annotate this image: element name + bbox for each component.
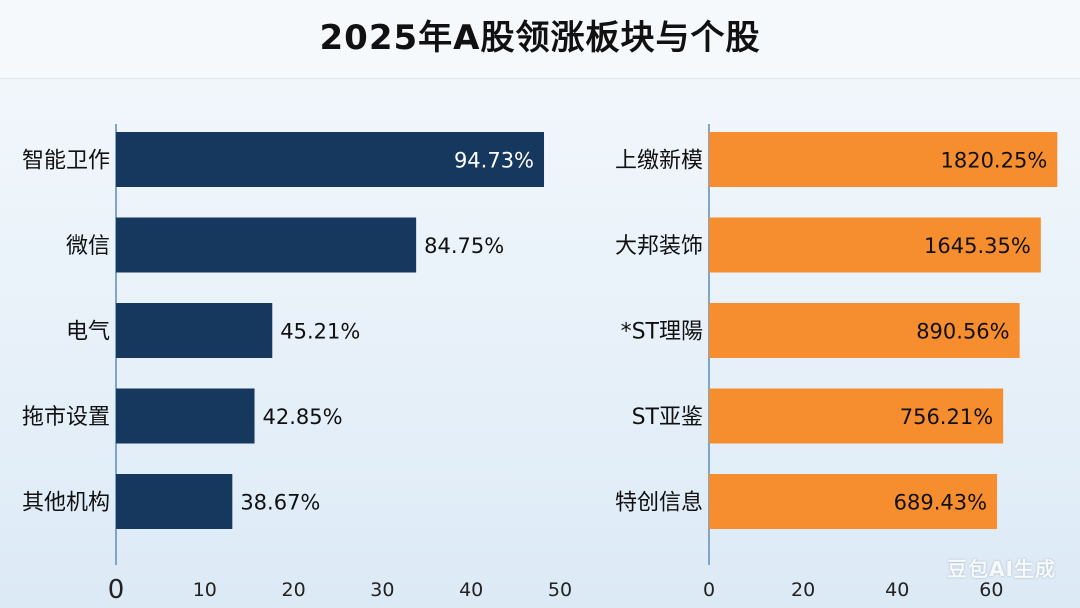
- tick-label: 20: [791, 579, 815, 601]
- watermark-text: 豆包AI生成: [947, 557, 1056, 581]
- category-label: ST亚鉴: [632, 405, 703, 430]
- category-label: 特创信息: [615, 491, 703, 516]
- title-band: [0, 0, 1080, 79]
- tick-label: 60: [979, 579, 1003, 601]
- category-label: 智能卫作: [22, 149, 110, 174]
- data-label: 1820.25%: [940, 149, 1047, 173]
- bar: [116, 388, 255, 444]
- data-label: 84.75%: [424, 234, 504, 258]
- category-label: 电气: [66, 320, 110, 345]
- origin-label: 0: [108, 575, 125, 605]
- category-label: 大邦装饰: [615, 234, 703, 259]
- bar: [116, 132, 545, 187]
- category-label: *ST理陽: [621, 320, 703, 345]
- tick-label: 10: [193, 579, 217, 601]
- data-label: 94.73%: [454, 149, 534, 173]
- category-label: 其他机构: [22, 491, 110, 516]
- data-label: 689.43%: [894, 491, 987, 515]
- tick-label: 50: [548, 579, 572, 601]
- data-label: 890.56%: [916, 320, 1009, 344]
- bar: [709, 132, 1058, 187]
- bar: [709, 474, 998, 529]
- bar: [709, 217, 1041, 273]
- chart-title: 2025年A股领涨板块与个股: [319, 18, 761, 58]
- bar: [709, 303, 1020, 358]
- category-label: 微信: [66, 234, 110, 259]
- bar: [116, 217, 417, 273]
- tick-label: 30: [370, 579, 394, 601]
- tick-label: 40: [459, 579, 483, 601]
- data-label: 1645.35%: [924, 234, 1031, 258]
- bar: [116, 474, 233, 529]
- left-bar-chart: 智能卫作 94.73% 微信 84.75% 电气 45.21% 拖市设置 42.85% 其他机构…: [22, 124, 572, 605]
- tick-label: 20: [282, 579, 306, 601]
- data-label: 42.85%: [263, 405, 343, 429]
- right-bar-chart: 上缴新模 1820.25% 大邦装饰 1645.35% *ST理陽 890.56% ST亚鉴…: [615, 124, 1058, 601]
- data-label: 38.67%: [240, 491, 320, 515]
- bar: [709, 388, 1004, 444]
- tick-label: 0: [703, 579, 715, 601]
- data-label: 756.21%: [900, 405, 993, 429]
- data-label: 45.21%: [280, 320, 360, 344]
- category-label: 上缴新模: [615, 149, 703, 174]
- bar: [116, 303, 273, 358]
- category-label: 拖市设置: [22, 405, 110, 430]
- tick-label: 40: [885, 579, 909, 601]
